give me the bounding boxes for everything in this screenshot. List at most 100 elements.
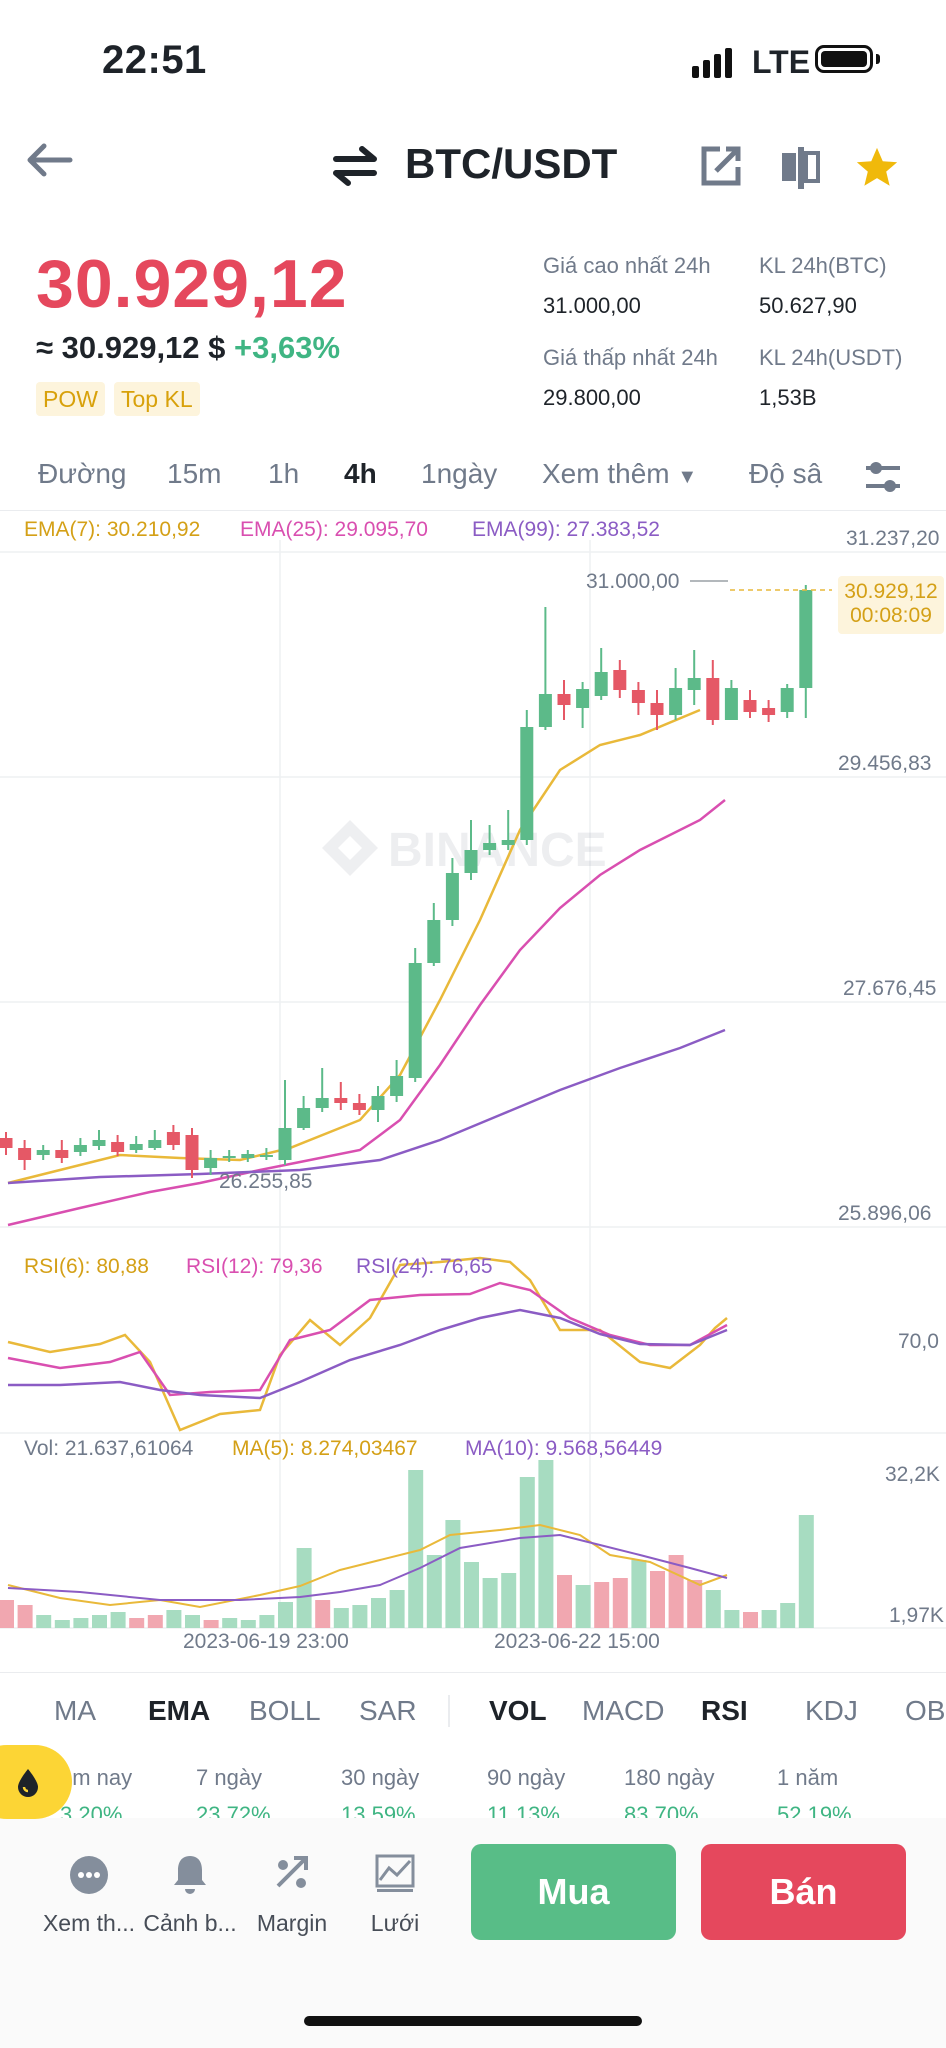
- chart-settings-icon[interactable]: [862, 458, 904, 496]
- tab-obv[interactable]: OB: [905, 1695, 946, 1726]
- margin-icon[interactable]: [272, 1852, 312, 1894]
- more-icon[interactable]: [70, 1856, 108, 1894]
- candle-body: [501, 840, 515, 845]
- bell-icon[interactable]: [170, 1852, 210, 1896]
- home-indicator: [304, 2016, 642, 2026]
- volume-bar: [612, 1578, 628, 1628]
- rsi24-legend: RSI(24): 76,65: [356, 1255, 493, 1278]
- tab-1day[interactable]: 1ngày: [421, 458, 498, 489]
- candle-body: [315, 1098, 329, 1108]
- chart-layout-icon[interactable]: [778, 145, 822, 191]
- candle-body: [278, 1128, 292, 1160]
- candle-body: [594, 672, 608, 696]
- back-icon[interactable]: [22, 140, 74, 180]
- rsi-axis-label: 70,0: [898, 1330, 939, 1353]
- tab-vol[interactable]: VOL: [489, 1695, 547, 1726]
- vol-usdt-label: KL 24h(USDT): [759, 345, 903, 370]
- signal-icon: [692, 48, 742, 78]
- usd-price: ≈ 30.929,12 $ +3,63%: [36, 330, 340, 366]
- favorite-star-icon[interactable]: [854, 144, 900, 190]
- vol-ma10-legend: MA(10): 9.568,56449: [465, 1437, 663, 1460]
- tab-boll[interactable]: BOLL: [249, 1695, 321, 1726]
- rsi6-line: [7, 1256, 728, 1432]
- tab-rsi[interactable]: RSI: [701, 1695, 748, 1726]
- tab-more[interactable]: Xem thêm ▼: [542, 458, 697, 490]
- tag-pow[interactable]: POW: [36, 382, 105, 416]
- volume-bar: [445, 1520, 461, 1628]
- tab-kdj[interactable]: KDJ: [805, 1695, 858, 1726]
- tab-line[interactable]: Đường: [38, 458, 127, 489]
- divider: [0, 1672, 946, 1673]
- candle-body: [129, 1144, 143, 1150]
- tab-4h[interactable]: 4h: [344, 458, 377, 489]
- candle-body: [371, 1096, 385, 1110]
- candle-body: [166, 1132, 180, 1145]
- margin-label[interactable]: Margin: [256, 1910, 328, 1936]
- tab-15m[interactable]: 15m: [167, 458, 222, 489]
- alert-label[interactable]: Cảnh b...: [143, 1910, 237, 1936]
- volume-bar: [54, 1620, 70, 1628]
- swap-icon[interactable]: [330, 145, 380, 187]
- candlestick-chart[interactable]: BINANCE: [0, 511, 946, 1671]
- ema7-legend: EMA(7): 30.210,92: [24, 518, 201, 541]
- candle-body: [576, 689, 590, 708]
- pair-title[interactable]: BTC/USDT: [405, 140, 618, 187]
- volume-bar: [389, 1590, 405, 1628]
- volume-bar: [92, 1615, 107, 1628]
- floating-drop-button[interactable]: [0, 1745, 72, 1819]
- volume-bar: [705, 1590, 721, 1628]
- vol-ma5-legend: MA(5): 8.274,03467: [232, 1437, 418, 1460]
- candle-body: [613, 670, 627, 690]
- network-label: LTE: [752, 44, 811, 80]
- tab-ma[interactable]: MA: [54, 1695, 96, 1726]
- tab-depth[interactable]: Độ sâ: [749, 458, 823, 489]
- tab-macd[interactable]: MACD: [582, 1695, 665, 1726]
- candle-body: [297, 1108, 311, 1128]
- candle-body: [650, 703, 664, 715]
- candle-body: [222, 1156, 236, 1158]
- volume-bar: [780, 1603, 796, 1628]
- tab-ema[interactable]: EMA: [148, 1695, 211, 1726]
- ema25-legend: EMA(25): 29.095,70: [240, 518, 428, 541]
- share-icon[interactable]: [700, 145, 742, 187]
- ema99-line: [7, 1028, 726, 1185]
- low-label: Giá thấp nhất 24h: [543, 345, 718, 370]
- tag-top-volume[interactable]: Top KL: [114, 382, 200, 416]
- caret-down-icon: ▼: [677, 466, 698, 488]
- sell-button[interactable]: Bán: [701, 1844, 906, 1940]
- volume-bar: [631, 1560, 647, 1628]
- more-label[interactable]: Xem th...: [42, 1910, 136, 1936]
- watermark-text: BINANCE: [388, 824, 607, 877]
- volume-bar: [798, 1515, 814, 1628]
- ema7-line: [7, 708, 701, 1185]
- candle-body: [148, 1140, 162, 1148]
- tab-sar[interactable]: SAR: [359, 1695, 417, 1726]
- tab-1h[interactable]: 1h: [268, 458, 300, 489]
- volume-bar: [408, 1470, 424, 1628]
- rsi24-line: [8, 1308, 728, 1400]
- candle-body: [483, 843, 497, 850]
- candle-body: [390, 1076, 404, 1096]
- volume-bar: [724, 1610, 740, 1628]
- volume-bar: [259, 1615, 275, 1628]
- candle-body: [799, 590, 813, 688]
- rsi12-legend: RSI(12): 79,36: [186, 1255, 323, 1278]
- axis-label: 27.676,45: [843, 977, 937, 1000]
- low-value: 29.800,00: [543, 385, 641, 410]
- candle-body: [520, 727, 534, 840]
- volume-bar: [743, 1612, 758, 1628]
- volume-bar: [650, 1571, 665, 1628]
- vol-axis-top: 32,2K: [885, 1463, 940, 1486]
- volume-bar: [761, 1610, 777, 1628]
- vol-usdt-value: 1,53B: [759, 385, 817, 410]
- binance-watermark: BINANCE: [322, 820, 607, 877]
- axis-label: 25.896,06: [838, 1202, 932, 1225]
- buy-button[interactable]: Mua: [471, 1844, 676, 1940]
- volume-bar: [557, 1575, 572, 1628]
- volume-bar: [203, 1620, 219, 1628]
- vol-btc-value: 50.627,90: [759, 293, 857, 318]
- grid-trading-icon[interactable]: [374, 1852, 416, 1894]
- perf-label-today: ôm nay: [60, 1765, 133, 1790]
- grid-label[interactable]: Lưới: [370, 1910, 420, 1936]
- battery-icon: [815, 45, 873, 73]
